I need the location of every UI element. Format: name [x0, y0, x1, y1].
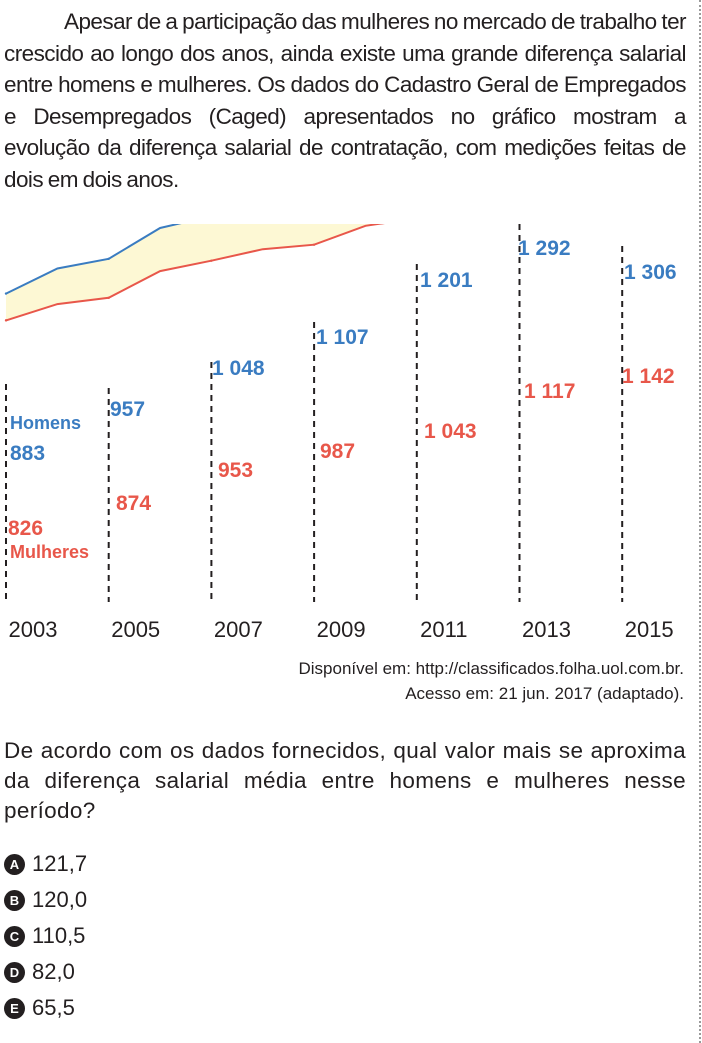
x-tick-label-2013: 2013 [522, 617, 571, 642]
answer-options: A 121,7 B 120,0 C 110,5 D 82,0 E 65,5 [4, 846, 87, 1026]
source-line-2: Acesso em: 21 jun. 2017 (adaptado). [405, 684, 684, 703]
point-homens-2003 [4, 292, 8, 295]
data-label-homens-2007: 1 048 [212, 357, 265, 380]
question-text: De acordo com os dados fornecidos, qual … [4, 738, 686, 823]
point-mulheres-2005 [107, 296, 110, 300]
point-homens-2005 [107, 257, 110, 261]
point-mulheres-2009 [312, 243, 316, 246]
option-c[interactable]: C 110,5 [4, 918, 87, 954]
point-mulheres-2003 [4, 319, 8, 322]
data-label-mulheres-2009: 987 [320, 440, 355, 463]
intro-paragraph: Apesar de a participação das mulheres no… [4, 9, 687, 192]
data-label-homens-2015: 1 306 [624, 261, 677, 284]
option-e[interactable]: E 65,5 [4, 990, 87, 1026]
data-label-mulheres-2013: 1 117 [524, 380, 575, 403]
x-tick-label-2015: 2015 [625, 617, 674, 642]
option-text: 110,5 [32, 923, 86, 948]
gap-area [6, 224, 378, 321]
series-name-homens: Homens [10, 413, 81, 433]
data-label-homens-2009: 1 107 [316, 326, 369, 349]
x-tick-label-2003: 2003 [9, 617, 58, 642]
source-citation: Disponível em: http://classificados.folh… [298, 656, 684, 706]
x-tick-label-2011: 2011 [420, 617, 467, 642]
point-mulheres-2007 [210, 259, 213, 262]
data-label-mulheres-2005: 874 [116, 492, 151, 515]
option-text: 65,5 [32, 995, 75, 1020]
option-letter-badge: B [4, 889, 25, 911]
x-tick-label-2005: 2005 [111, 617, 160, 642]
data-label-homens-2005: 957 [110, 398, 145, 421]
data-label-mulheres-2011: 1 043 [424, 420, 477, 443]
option-letter-badge: A [4, 853, 25, 875]
x-tick-label-2009: 2009 [317, 617, 366, 642]
option-text: 82,0 [32, 959, 75, 984]
option-b[interactable]: B 120,0 [4, 882, 87, 918]
data-label-homens-2011: 1 201 [420, 269, 473, 292]
data-label-mulheres-2007: 953 [218, 459, 253, 482]
data-label-mulheres-2015: 1 142 [622, 365, 675, 388]
option-text: 121,7 [32, 851, 88, 876]
data-label-homens-2003: 883 [10, 442, 45, 465]
series-name-mulheres: Mulheres [10, 542, 89, 562]
data-label-mulheres-2003: 826 [8, 517, 43, 540]
salary-gap-chart: 883 957 1 048 1 107 1 201 1 292 1 306 826 874 953… [4, 224, 677, 642]
right-margin-rule [699, 0, 701, 1043]
option-letter-badge: C [4, 925, 25, 947]
option-letter-badge: E [4, 997, 25, 1019]
option-text: 120,0 [32, 887, 88, 912]
x-tick-label-2007: 2007 [214, 617, 263, 642]
option-d[interactable]: D 82,0 [4, 954, 87, 990]
option-a[interactable]: A 121,7 [4, 846, 87, 882]
source-line-1: Disponível em: http://classificados.folh… [298, 659, 684, 678]
data-label-homens-2013: 1 292 [518, 237, 571, 260]
option-letter-badge: D [4, 961, 25, 983]
